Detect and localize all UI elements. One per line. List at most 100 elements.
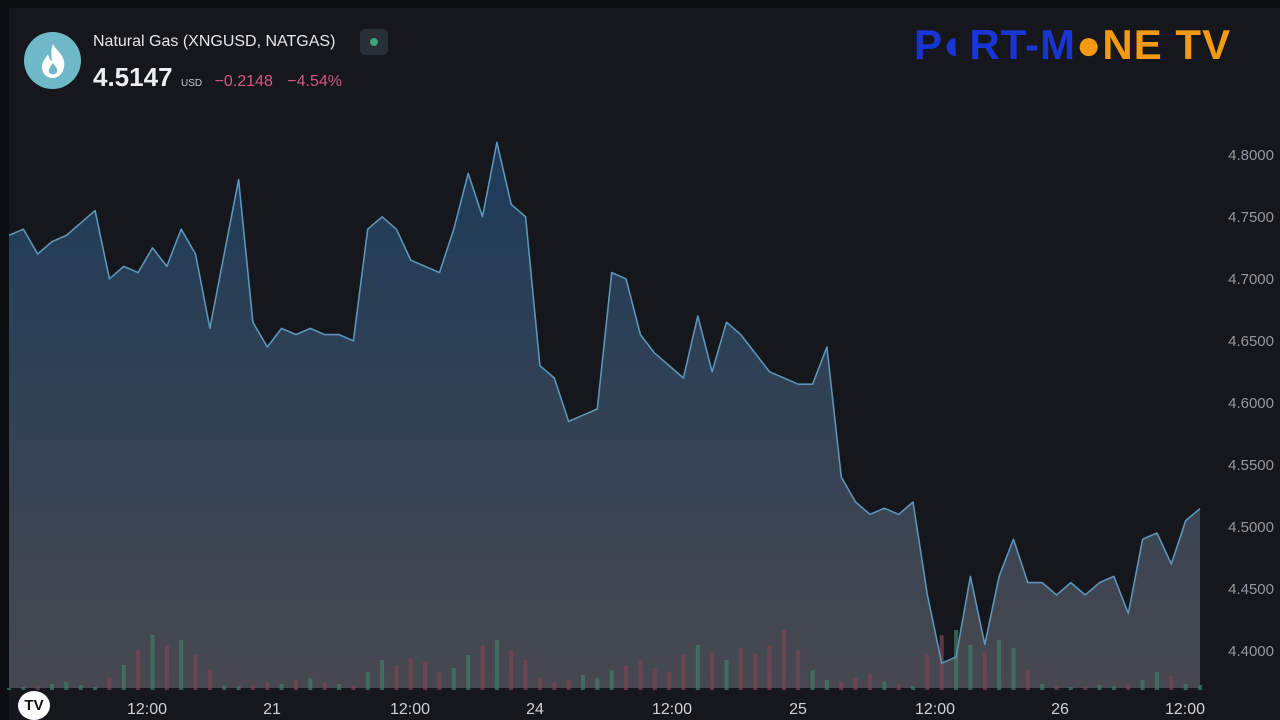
volume-bar xyxy=(136,650,141,690)
volume-bar xyxy=(738,648,743,690)
crescent-moon-icon: ◐ xyxy=(943,21,970,68)
x-tick-label: 21 xyxy=(263,701,281,718)
volume-bar xyxy=(1011,648,1016,690)
volume-bar xyxy=(824,680,829,690)
volume-bar xyxy=(509,650,514,690)
volume-bar xyxy=(1040,684,1045,690)
currency-label: USD xyxy=(180,78,203,89)
volume-bar xyxy=(695,645,700,690)
volume-bar xyxy=(380,660,385,690)
y-tick-label: 4.6500 xyxy=(1228,333,1274,350)
volume-bar xyxy=(107,678,112,690)
volume-bar xyxy=(796,650,801,690)
volume-bar xyxy=(1025,670,1030,690)
tradingview-logo-text: TV xyxy=(24,697,44,714)
x-tick-label: 12:00 xyxy=(1165,701,1205,718)
volume-bar xyxy=(954,630,959,690)
volume-bar xyxy=(925,655,930,690)
volume-bar xyxy=(911,686,915,690)
y-tick-label: 4.4000 xyxy=(1228,643,1274,660)
volume-bar xyxy=(294,680,298,690)
volume-bar xyxy=(1183,684,1188,690)
volume-bar xyxy=(78,685,83,690)
volume-bar xyxy=(882,682,887,690)
volume-bar xyxy=(638,660,643,690)
volume-bar xyxy=(250,685,255,690)
x-tick-label: 12:00 xyxy=(652,701,692,718)
volume-bar xyxy=(624,665,628,690)
y-tick-label: 4.5000 xyxy=(1228,519,1274,536)
volume-bar xyxy=(1111,686,1116,690)
volume-bar xyxy=(681,655,686,690)
volume-bar xyxy=(64,682,69,690)
volume-bar xyxy=(494,640,499,690)
volume-bar xyxy=(1140,680,1145,690)
volume-bar xyxy=(466,655,471,690)
volume-bar xyxy=(265,682,270,690)
volume-bar xyxy=(150,635,155,690)
tradingview-logo-icon[interactable]: TV xyxy=(18,691,50,720)
price-area xyxy=(9,142,1200,688)
volume-bar xyxy=(279,684,284,690)
volume-bar xyxy=(1198,685,1202,690)
x-tick-label: 12:00 xyxy=(390,701,430,718)
volume-bar xyxy=(93,687,98,690)
sun-icon: ● xyxy=(1076,21,1103,68)
volume-bar xyxy=(896,684,901,690)
volume-bar xyxy=(7,688,11,690)
volume-bar xyxy=(35,686,40,690)
volume-bar xyxy=(437,672,442,690)
volume-bar xyxy=(1126,684,1131,690)
volume-bar xyxy=(552,682,557,690)
volume-bar xyxy=(480,645,485,690)
volume-bar xyxy=(523,660,528,690)
market-status-dot-icon[interactable] xyxy=(360,29,388,55)
volume-bar xyxy=(997,640,1002,690)
watermark-text-c: NE TV xyxy=(1102,21,1232,68)
volume-bar xyxy=(308,678,313,690)
volume-bar xyxy=(853,678,858,690)
volume-bar xyxy=(408,658,413,690)
volume-bar xyxy=(537,678,542,690)
volume-bar xyxy=(423,662,428,690)
volume-bar xyxy=(193,655,198,690)
y-tick-label: 4.8000 xyxy=(1228,147,1274,164)
channel-watermark: P◐RT-M●NE TV xyxy=(914,21,1231,69)
volume-bar xyxy=(1169,676,1174,690)
y-tick-label: 4.7500 xyxy=(1228,209,1274,226)
volume-bar xyxy=(609,670,614,690)
volume-bar xyxy=(652,668,657,690)
y-tick-label: 4.5500 xyxy=(1228,457,1274,474)
volume-bar xyxy=(1054,686,1059,690)
volume-bar xyxy=(753,654,758,690)
price-change-percent: −4.54% xyxy=(287,73,343,90)
volume-bar xyxy=(222,685,227,690)
volume-bar xyxy=(207,670,212,690)
symbol-name[interactable]: Natural Gas (XNGUSD, NATGAS) xyxy=(93,33,336,50)
y-tick-label: 4.4500 xyxy=(1228,581,1274,598)
volume-bar xyxy=(982,652,987,690)
volume-bar xyxy=(179,640,184,690)
volume-bar xyxy=(595,678,600,690)
volume-bar xyxy=(21,687,26,690)
volume-bar xyxy=(50,684,54,690)
volume-bar xyxy=(667,672,672,690)
price-row: 4.5147 USD −0.2148 −4.54% xyxy=(93,62,342,93)
volume-bar xyxy=(1097,685,1102,690)
price-line xyxy=(8,141,1201,664)
volume-bar xyxy=(566,680,571,690)
last-price: 4.5147 xyxy=(93,62,173,92)
x-tick-label: 12:00 xyxy=(915,701,955,718)
volume-bar xyxy=(724,660,729,690)
volume-bar xyxy=(236,686,241,690)
volume-bar xyxy=(868,674,872,690)
volume-bar xyxy=(1155,672,1159,690)
watermark-text-b: RT-M xyxy=(969,21,1077,68)
volume-bar xyxy=(164,645,169,690)
watermark-text-a: P xyxy=(914,21,944,68)
x-tick-label: 26 xyxy=(1051,701,1069,718)
volume-bar xyxy=(810,670,815,690)
volume-bar xyxy=(781,630,786,690)
